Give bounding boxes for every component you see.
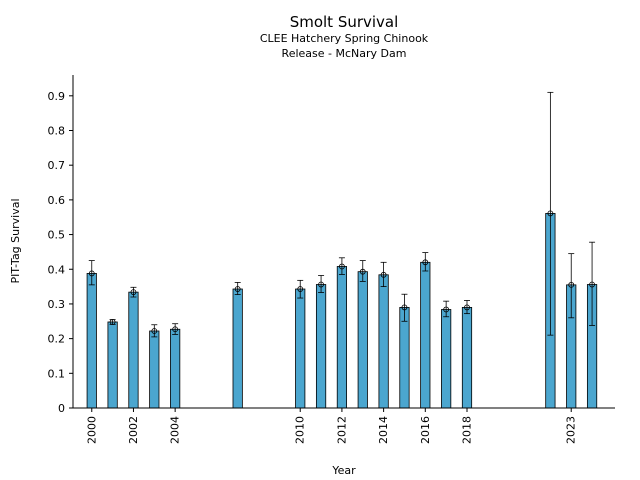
bar-2004 [170,328,181,409]
y-tick-label: 0.9 [48,90,66,103]
error-bar-2018 [463,300,470,315]
x-tick-label: 2016 [419,416,432,444]
error-bar-2015 [401,293,408,322]
bar-2014 [378,274,389,409]
y-tick-label: 0.2 [48,333,66,346]
x-tick-label: 2012 [335,416,348,444]
y-tick-label: 0.3 [48,298,66,311]
error-bars-group [88,91,596,338]
error-bar-2014 [380,261,387,287]
point-2017 [443,306,450,313]
error-bar-2016 [422,252,429,272]
point-2016 [422,259,429,266]
error-bar-2023 [568,253,575,319]
y-tick-label: 0.4 [48,263,66,276]
bar-2013 [357,271,368,409]
chart-subtitle-line-1: CLEE Hatchery Spring Chinook [260,32,429,45]
bar-2010 [295,288,306,409]
bar-2012 [336,266,348,409]
error-bar-2000 [88,260,95,286]
point-2013 [359,268,366,275]
y-tick-label: 0.7 [48,159,66,172]
error-bar-2017 [443,300,450,318]
point-2015 [401,304,408,311]
error-bar-2012 [338,257,345,275]
x-tick-label: 2010 [294,416,307,444]
y-tick-label: 0 [58,402,65,415]
error-bar-2003 [151,324,158,338]
point-2011 [318,281,324,288]
x-tick-label: 2000 [85,416,98,444]
x-ticks-group: 2000 2002 2004 2010 2012 2014 2016 2018 2023 [85,408,578,444]
x-tick-label: 2023 [565,416,578,444]
y-tick-label: 0.1 [48,367,66,380]
point-2003 [151,328,158,334]
chart-title: Smolt Survival [290,13,399,31]
error-bar-2010 [297,279,304,299]
point-2012 [339,263,345,270]
plot-area: 00.10.20.30.40.50.60.70.80.9 2000 2002 200… [48,75,615,444]
error-bar-2004 [172,323,179,335]
points-group [88,210,595,334]
point-2018 [464,304,470,311]
bar-2007 [232,288,243,409]
y-axis-label: PIT-Tag Survival [9,198,22,283]
y-tick-label: 0.5 [48,229,66,242]
point-2004 [172,326,179,333]
error-bar-2022 [547,91,554,336]
x-tick-label: 2018 [460,416,473,444]
error-bar-2011 [318,275,325,293]
bar-2018 [461,307,473,409]
point-2001 [109,319,116,325]
point-2000 [88,270,95,277]
point-2024 [589,281,595,288]
error-bar-2024 [589,241,596,326]
x-axis-label: Year [331,464,356,477]
bar-2000 [86,273,97,409]
point-2014 [380,271,387,278]
chart-subtitle-line-2: Release - McNary Dam [282,47,407,60]
x-tick-label: 2004 [169,416,182,444]
error-bar-2007 [234,282,241,295]
bar-2001 [107,321,118,409]
y-tick-label: 0.8 [48,125,66,138]
point-2010 [297,286,304,292]
bar-2002 [128,291,139,409]
x-tick-label: 2002 [127,416,140,444]
error-bar-2013 [359,260,366,282]
bar-2017 [441,309,452,409]
bar-2016 [420,261,431,409]
point-2002 [130,289,137,296]
bar-2003 [149,330,160,409]
y-ticks-group: 0 0.1 0.2 0.3 0.4 0.5 0.6 0.7 0.8 0.9 [48,90,73,415]
y-tick-label: 0.6 [48,194,66,207]
error-bar-2002 [130,286,137,298]
point-2022 [547,210,554,217]
bar-2015 [399,307,410,409]
point-2023 [568,281,575,288]
point-2007 [234,286,241,292]
bar-2011 [315,284,327,409]
bars-group [86,213,598,409]
x-tick-label: 2014 [377,416,390,444]
